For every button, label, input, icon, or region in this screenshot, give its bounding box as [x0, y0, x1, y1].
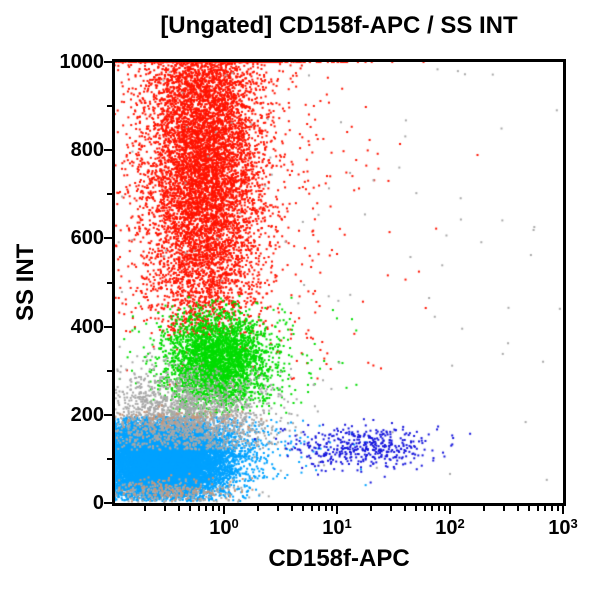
x-minor-tick: [527, 506, 530, 511]
x-minor-tick: [483, 506, 486, 511]
x-minor-tick: [178, 506, 181, 511]
y-minor-tick: [107, 193, 112, 196]
x-minor-tick: [144, 506, 147, 511]
y-major-tick: [104, 61, 112, 63]
y-major-tick: [104, 413, 112, 416]
x-minor-tick: [551, 506, 554, 511]
x-minor-tick: [389, 506, 392, 511]
x-minor-tick: [423, 506, 426, 511]
y-minor-tick: [107, 457, 112, 460]
y-major-tick: [104, 237, 112, 240]
x-minor-tick: [536, 506, 539, 511]
x-major-tick: [336, 506, 338, 514]
y-tick-label: 200: [70, 403, 104, 426]
y-tick-label: 0: [92, 492, 104, 514]
x-minor-tick: [544, 506, 547, 511]
x-minor-tick: [217, 506, 220, 511]
chart-title: [Ungated] CD158f-APC / SS INT: [160, 12, 518, 39]
x-minor-tick: [414, 506, 417, 511]
x-minor-tick: [404, 506, 407, 511]
x-minor-tick: [188, 506, 191, 511]
x-minor-tick: [163, 506, 166, 511]
y-major-tick: [104, 149, 112, 152]
x-major-tick: [449, 506, 451, 514]
y-major-tick: [104, 502, 112, 504]
x-minor-tick: [301, 506, 304, 511]
x-major-tick: [562, 506, 564, 514]
y-minor-tick: [107, 105, 112, 108]
x-minor-tick: [431, 506, 434, 511]
y-minor-tick: [107, 369, 112, 372]
x-minor-tick: [502, 506, 505, 511]
scatter-plot-canvas: [115, 62, 563, 503]
y-tick-label: 400: [70, 315, 104, 338]
x-minor-tick: [517, 506, 520, 511]
x-minor-tick: [330, 506, 333, 511]
x-minor-tick: [325, 506, 328, 511]
y-major-tick: [104, 325, 112, 328]
x-minor-tick: [556, 506, 559, 511]
x-minor-tick: [291, 506, 294, 511]
x-major-tick: [223, 506, 225, 514]
x-minor-tick: [318, 506, 321, 511]
x-minor-tick: [370, 506, 373, 511]
x-minor-tick: [276, 506, 279, 511]
y-minor-tick: [107, 281, 112, 284]
y-axis-title: SS INT: [12, 243, 39, 322]
x-tick-label: 103: [548, 516, 578, 539]
x-tick-label: 100: [209, 516, 239, 539]
x-minor-tick: [310, 506, 313, 511]
x-tick-label: 102: [435, 516, 465, 539]
x-axis-title: CD158f-APC: [268, 545, 410, 572]
x-minor-tick: [257, 506, 260, 511]
x-minor-tick: [212, 506, 215, 511]
y-tick-label: 800: [70, 139, 104, 162]
x-minor-tick: [438, 506, 441, 511]
x-minor-tick: [443, 506, 446, 511]
x-tick-label: 101: [322, 516, 352, 539]
x-minor-tick: [205, 506, 208, 511]
y-tick-label: 600: [70, 227, 104, 250]
x-minor-tick: [197, 506, 200, 511]
y-tick-label: 1000: [59, 51, 105, 73]
